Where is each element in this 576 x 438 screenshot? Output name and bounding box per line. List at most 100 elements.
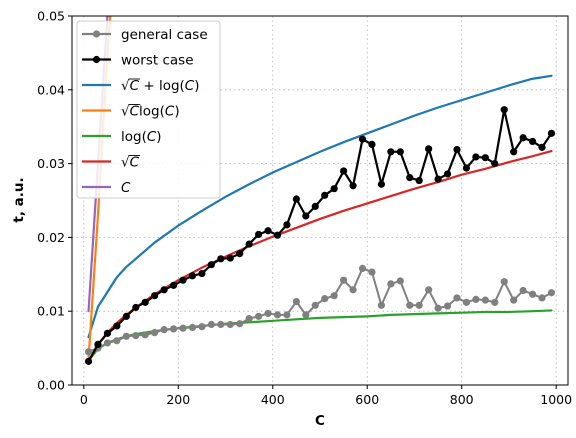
data-point xyxy=(198,323,206,331)
data-point xyxy=(528,290,537,298)
data-point xyxy=(340,167,348,175)
data-point xyxy=(264,227,272,235)
legend-label-part: √ xyxy=(121,104,130,120)
legend-label-part: √ xyxy=(121,78,130,94)
data-point xyxy=(188,323,197,332)
data-point xyxy=(160,286,168,294)
legend-label: √Clog(C) xyxy=(121,104,180,120)
legend-marker xyxy=(92,55,101,64)
data-point xyxy=(254,230,263,239)
data-point xyxy=(415,301,423,309)
x-tick-label: 600 xyxy=(355,392,379,407)
legend-label-part: log( xyxy=(139,104,165,120)
legend-label: log(C) xyxy=(121,129,162,145)
y-axis-label: t, a.u. xyxy=(11,177,27,222)
data-point xyxy=(453,145,461,154)
data-point xyxy=(491,298,499,306)
legend-label: √C xyxy=(121,155,140,171)
data-point xyxy=(434,304,442,312)
data-point xyxy=(198,269,206,278)
data-point xyxy=(226,254,234,262)
data-point xyxy=(538,294,546,302)
data-point xyxy=(132,303,140,312)
data-point xyxy=(311,202,319,211)
x-tick-label: 800 xyxy=(450,392,474,407)
data-point xyxy=(377,180,386,188)
data-point xyxy=(169,325,178,333)
data-point xyxy=(122,332,130,340)
plot-frame xyxy=(71,15,569,386)
data-point xyxy=(264,309,272,318)
legend-label: worst case xyxy=(121,53,194,69)
data-point xyxy=(321,191,329,199)
data-point xyxy=(292,195,300,203)
x-axis-label: C xyxy=(315,413,325,429)
legend-label-part: general case xyxy=(121,27,208,43)
data-point xyxy=(113,337,121,345)
data-point xyxy=(151,329,159,337)
data-point xyxy=(179,324,187,332)
data-point xyxy=(103,339,112,347)
legend-label-part: ) xyxy=(194,78,199,94)
legend-label-part: C xyxy=(185,78,195,94)
data-point xyxy=(141,298,149,306)
data-point xyxy=(425,145,433,153)
data-point xyxy=(368,140,376,149)
data-point xyxy=(396,277,404,285)
data-point xyxy=(510,296,518,304)
data-point xyxy=(510,148,518,156)
legend-label-part: ) xyxy=(174,104,179,120)
data-point xyxy=(406,301,414,309)
legend-label: √C + log(C) xyxy=(121,78,200,94)
y-tick-label: 0.02 xyxy=(37,230,65,245)
data-point xyxy=(500,106,508,114)
legend-label-part: C xyxy=(121,180,131,196)
data-point xyxy=(443,302,452,310)
plot-area xyxy=(84,16,556,365)
x-tick-label: 200 xyxy=(166,392,190,407)
data-point xyxy=(330,185,338,193)
legend-label-part: √ xyxy=(121,155,130,171)
legend-label: general case xyxy=(121,27,208,43)
legend-label-part: C xyxy=(147,129,157,145)
legend-label-part: C xyxy=(165,104,175,120)
data-point xyxy=(547,129,556,137)
legend-label-part: log( xyxy=(121,129,147,145)
data-point xyxy=(358,135,367,143)
data-point xyxy=(472,153,480,161)
data-point xyxy=(236,320,244,328)
data-point xyxy=(292,298,300,306)
data-point xyxy=(311,301,319,309)
x-tick-label: 400 xyxy=(261,392,285,407)
data-point xyxy=(245,240,253,248)
data-point xyxy=(472,295,480,303)
data-point xyxy=(406,174,414,182)
data-point xyxy=(330,292,338,300)
data-point xyxy=(443,170,452,178)
legend-label: C xyxy=(121,180,131,196)
data-point xyxy=(358,264,367,272)
legend-label-part: ) xyxy=(156,129,161,145)
data-point xyxy=(340,276,348,284)
data-point xyxy=(321,295,329,303)
data-point xyxy=(302,311,310,319)
data-point xyxy=(302,212,310,220)
y-tick-label: 0.01 xyxy=(37,304,65,319)
data-point xyxy=(151,292,159,300)
data-point xyxy=(179,276,187,284)
legend-label-part: + log( xyxy=(139,78,185,94)
data-point xyxy=(491,160,499,168)
legend-box xyxy=(76,20,221,199)
data-point xyxy=(396,148,404,156)
legend-label-part: C xyxy=(130,104,140,120)
data-point xyxy=(113,322,121,330)
data-point xyxy=(481,154,489,162)
data-point xyxy=(368,268,376,276)
legend-marker xyxy=(92,30,101,38)
legend-label-part: C xyxy=(130,78,140,94)
series-line xyxy=(87,74,553,339)
data-point xyxy=(377,301,386,309)
data-point xyxy=(349,286,357,294)
data-point xyxy=(425,286,433,294)
